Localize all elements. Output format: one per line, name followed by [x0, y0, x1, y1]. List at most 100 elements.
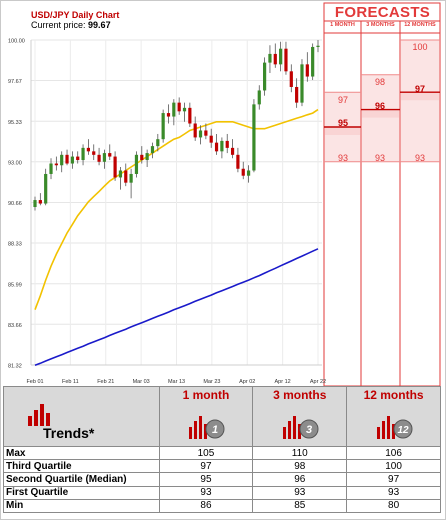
horizon-3-months-icon: 3: [282, 416, 319, 439]
horizon-12-months-icon: 12: [376, 416, 413, 439]
candlestick: [33, 196, 37, 211]
candle-body: [92, 151, 96, 155]
candle-body: [86, 147, 90, 152]
candle-body: [97, 154, 101, 162]
candlestick: [257, 85, 261, 110]
candlestick: [230, 139, 235, 159]
candlestick: [214, 133, 219, 155]
candle-body: [140, 154, 144, 161]
forecast-col-12-months: 12 MONTHS: [404, 22, 436, 28]
trends-title-cell: Trends*: [3, 386, 160, 447]
forecast-col-3-months: 3 MONTHS: [366, 22, 395, 28]
candle-body: [241, 168, 245, 176]
cell-12-months: 80: [346, 498, 441, 513]
candlestick: [268, 45, 272, 74]
candlestick: [70, 151, 74, 169]
candle-body: [150, 146, 155, 154]
candlestick: [113, 151, 117, 181]
candle-body: [81, 147, 85, 161]
header-12-months-label: 12 months: [363, 388, 424, 402]
forecast-3m-max: 98: [374, 77, 385, 87]
candlestick: [204, 123, 208, 140]
horizon-3-months-number: 3: [306, 424, 312, 436]
candle-body: [263, 62, 267, 91]
x-tick-label: Mar 13: [168, 379, 185, 385]
candlestick: [220, 137, 224, 159]
candle-body: [54, 163, 58, 166]
candlestick: [188, 102, 192, 127]
current-price: Current price: 99.67: [31, 20, 111, 30]
candlestick: [273, 43, 277, 68]
candle-body: [108, 153, 112, 157]
candlestick: [60, 151, 64, 173]
candlestick: [129, 168, 133, 199]
table-row: Min 86 85 80: [3, 498, 441, 513]
candle-body: [182, 107, 187, 112]
candle-body: [118, 170, 123, 178]
candle-body: [76, 156, 80, 161]
candlestick: [241, 161, 245, 180]
row-label: First Quartile: [3, 485, 160, 500]
bar-chart-icon: [28, 404, 50, 426]
x-axis-labels: Feb 01 Feb 11 Feb 21 Mar 03 Mar 13 Mar 23 Apr …: [26, 379, 326, 385]
forecast-1m-max: 97: [337, 95, 348, 105]
header-1-month-label: 1 month: [182, 388, 230, 402]
candlestick: [118, 167, 123, 190]
x-tick-label: Apr 12: [275, 379, 291, 385]
candle-body: [198, 130, 203, 138]
forecast-1m-median: 95: [337, 118, 348, 128]
trends-header-row: Trends* 1 month 1 3 months 3 12 mo: [3, 386, 441, 447]
candle-body: [236, 154, 240, 169]
long-moving-average-line: [34, 248, 319, 367]
cell-1-month: 86: [158, 498, 254, 513]
forecast-median-band: [325, 126, 360, 135]
candlestick: [295, 78, 299, 108]
candle-body: [311, 46, 315, 77]
trends-title: Trends*: [43, 425, 95, 441]
cell-3-months: 110: [252, 445, 348, 461]
candle-body: [44, 173, 48, 204]
forecast-3m-min: 93: [374, 153, 385, 163]
candle-body: [193, 123, 197, 138]
y-tick-label: 83.66: [8, 323, 22, 329]
candle-body: [156, 139, 160, 147]
forecast-12m-max: 100: [412, 42, 428, 52]
candle-body: [220, 140, 224, 152]
y-tick-label: 90.66: [8, 201, 22, 207]
cell-3-months: 93: [252, 485, 348, 500]
candle-body: [230, 147, 235, 155]
candlestick: [44, 168, 48, 206]
candlestick: [193, 116, 197, 141]
candlestick: [198, 125, 203, 145]
candlestick: [124, 163, 128, 187]
table-row: Third Quartile 97 98 100: [3, 459, 441, 474]
chart-grid: [30, 39, 322, 366]
candlestick: [97, 147, 101, 166]
candle-body: [305, 64, 309, 77]
horizon-1-month-number: 1: [212, 424, 218, 436]
cell-3-months: 85: [252, 498, 348, 513]
table-row: First Quartile 93 93 93: [3, 485, 441, 500]
candlestick: [289, 64, 293, 93]
cell-1-month: 97: [158, 459, 254, 474]
candle-body: [70, 156, 74, 164]
candle-body: [124, 170, 128, 183]
candle-body: [145, 153, 149, 161]
candlestick: [92, 144, 96, 161]
candlestick: [246, 165, 251, 183]
forecast-12m-median: 97: [414, 84, 425, 94]
trends-header-12-months: 12 months 12: [346, 386, 441, 447]
chart-title: USD/JPY Daily Chart: [31, 10, 120, 20]
candlestick: [300, 59, 304, 107]
candlestick: [172, 99, 176, 126]
candle-body: [113, 156, 117, 178]
trends-header-3-months: 3 months 3: [252, 386, 348, 447]
candlestick: [86, 139, 90, 155]
candlestick: [134, 151, 139, 178]
y-tick-label: 85.99: [8, 282, 22, 288]
x-tick-label: Mar 03: [133, 379, 150, 385]
candle-body: [166, 113, 171, 117]
y-tick-label: 100.00: [8, 39, 25, 45]
header-3-months-label: 3 months: [273, 388, 327, 402]
candlestick: [305, 52, 309, 82]
